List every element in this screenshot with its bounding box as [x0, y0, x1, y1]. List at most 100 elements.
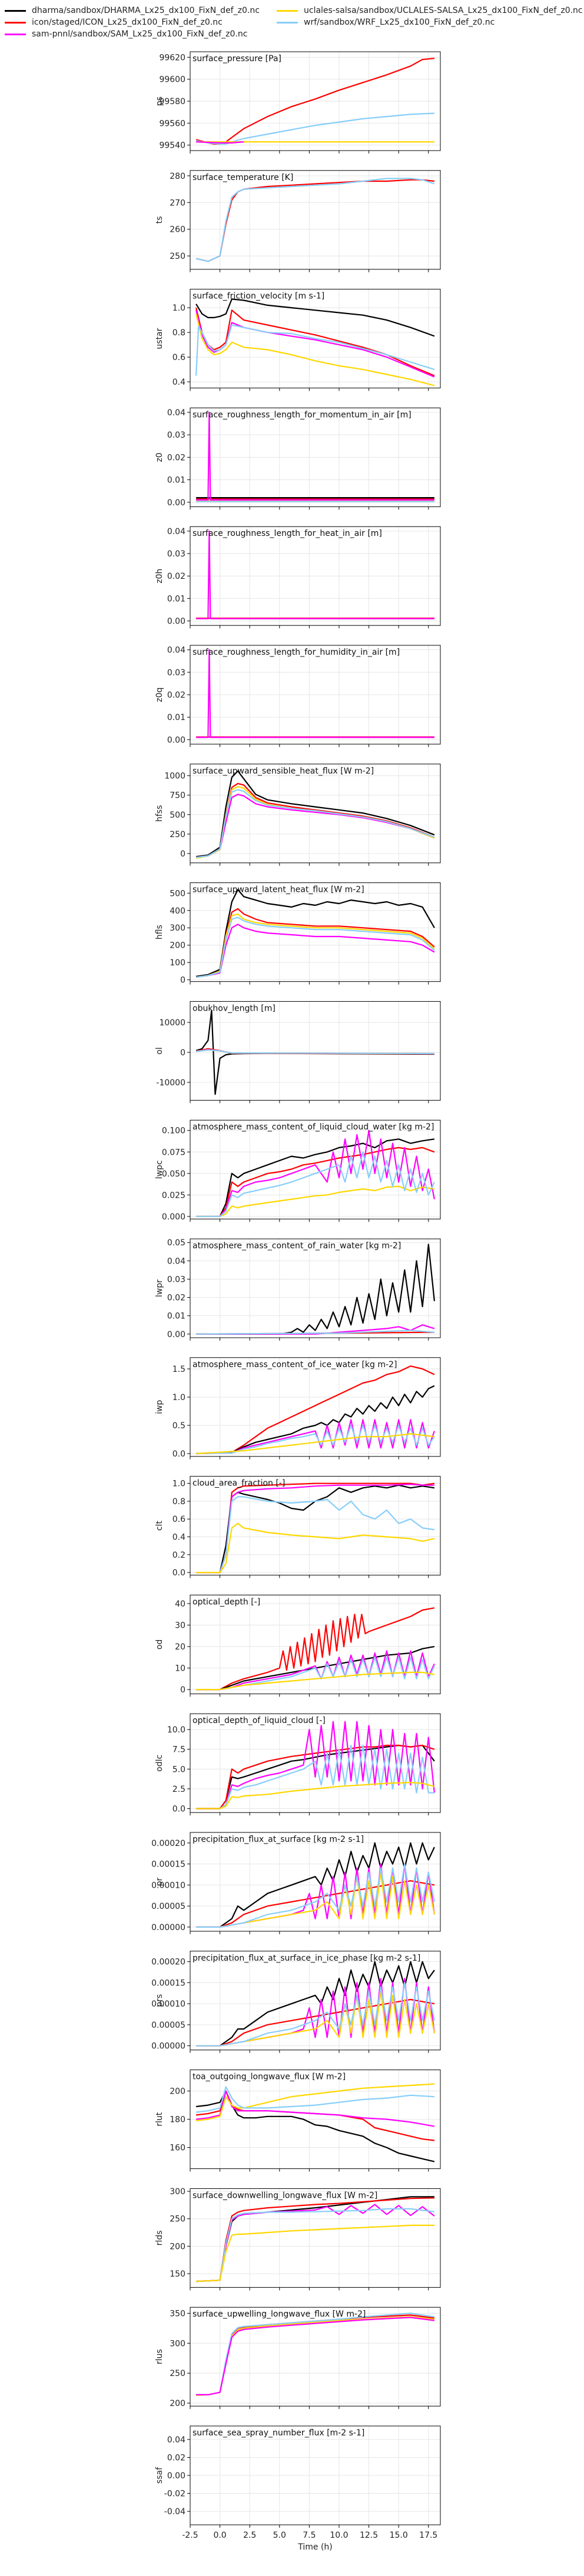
y-tick-label: 1.0 — [172, 1393, 185, 1402]
y-tick-label: 0.5 — [172, 1421, 185, 1431]
y-tick-label: 0.00005 — [151, 2021, 185, 2030]
legend-item-uclales: uclales-salsa/sandbox/UCLALES-SALSA_Lx25… — [277, 6, 583, 15]
x-tick-label: 12.5 — [360, 2531, 378, 2540]
y-tick-label: 350 — [170, 2309, 185, 2318]
chart-title: surface_sea_spray_number_flux [m-2 s-1] — [193, 2428, 364, 2438]
y-tick-label: 0.00020 — [151, 1958, 185, 1967]
plot-frame — [190, 882, 441, 982]
y-axis-label: rlds — [155, 2230, 164, 2245]
chart-title: cloud_area_fraction [-] — [193, 1479, 285, 1488]
y-tick-label: 0.0 — [172, 1804, 185, 1814]
legend-swatch — [277, 9, 298, 12]
y-tick-label: -0.02 — [164, 2490, 185, 2499]
chart-title: surface_friction_velocity [m s-1] — [193, 292, 324, 301]
y-tick-label: 0.02 — [167, 572, 185, 581]
y-tick-label: 200 — [170, 2242, 185, 2251]
x-tick-label: 0.0 — [213, 2531, 226, 2540]
chart-panel: 0.000 0.025 0.050 0.075 0.100 atmosphere_mass… — [155, 1119, 441, 1222]
legend-item-wrf: wrf/sandbox/WRF_Lx25_dx100_FixN_def_z0.n… — [277, 18, 495, 27]
y-tick-label: 99620 — [159, 53, 185, 62]
series-group — [196, 1842, 435, 1928]
chart-title: atmosphere_mass_content_of_liquid_cloud_… — [193, 1122, 434, 1132]
series-line-wrf — [195, 178, 435, 262]
legend-label: dharma/sandbox/DHARMA_Lx25_dx100_FixN_de… — [32, 6, 260, 15]
y-tick-label: 0.000 — [162, 1212, 185, 1222]
y-tick-label: 260 — [170, 225, 185, 235]
y-tick-label: 0.00020 — [151, 1839, 185, 1848]
series-line-sam — [196, 141, 244, 144]
y-axis-label: od — [155, 1639, 164, 1649]
chart-title: toa_outgoing_longwave_flux [W m-2] — [193, 2072, 346, 2082]
chart-panel: 150 200 250 300 surface_downwelling_longwave… — [155, 2187, 441, 2291]
series-group — [195, 178, 435, 262]
chart-title: surface_downwelling_longwave_flux [W m-2… — [193, 2191, 377, 2200]
series-group — [196, 1961, 435, 2047]
y-tick-label: 300 — [170, 2339, 185, 2348]
y-tick-label: 0.02 — [167, 691, 185, 700]
series-group — [196, 2312, 435, 2396]
y-tick-label: 0.025 — [162, 1191, 185, 1200]
y-tick-label: 300 — [170, 2187, 185, 2197]
chart-title: optical_depth [-] — [193, 1597, 260, 1607]
series-line-dharma — [195, 298, 435, 337]
plot-frame — [190, 764, 441, 864]
series-group — [195, 889, 435, 978]
chart-panel: -0.04 -0.02 0.00 0.02 0.04 surface_sea_spray_… — [155, 2425, 441, 2552]
series-line-sam — [196, 530, 434, 619]
y-tick-label: 0.6 — [172, 1515, 185, 1524]
plot-frame — [190, 1476, 441, 1576]
series-line-dharma — [195, 889, 435, 977]
legend-item-icon: icon/staged/ICON_Lx25_dx100_FixN_def_z0.… — [5, 18, 223, 27]
y-tick-label: 10.0 — [167, 1725, 185, 1735]
chart-panel: 0 100 200 300 400 500 surface_upward_latent_he… — [155, 882, 441, 985]
y-tick-label: 0.075 — [162, 1148, 185, 1157]
plot-frame — [190, 1238, 441, 1338]
y-tick-label: 500 — [170, 811, 185, 820]
plot-frame — [190, 1119, 441, 1219]
plot-frame — [190, 1713, 441, 1813]
legend-label: icon/staged/ICON_Lx25_dx100_FixN_def_z0.… — [32, 18, 223, 27]
chart-panel: -10000 0 10000 obukhov_length [m] ol — [155, 1001, 441, 1104]
y-tick-label: 0.04 — [167, 646, 185, 655]
y-tick-label: 99560 — [159, 119, 185, 128]
y-tick-label: 1.0 — [172, 1479, 185, 1489]
y-tick-label: 0 — [180, 1048, 185, 1058]
y-tick-label: 0.00 — [167, 735, 185, 745]
chart-title: optical_depth_of_liquid_cloud [-] — [193, 1716, 326, 1725]
y-tick-label: 40 — [175, 1599, 185, 1609]
y-tick-label: 0.03 — [167, 1275, 185, 1284]
y-tick-label: 0.00005 — [151, 1902, 185, 1911]
y-axis-label: lwpc — [155, 1160, 164, 1179]
series-line-uclales — [196, 1782, 435, 1809]
chart-panel: 0 250 500 750 1000 surface_upward_sensible_he… — [155, 764, 441, 866]
chart-title: surface_upward_sensible_heat_flux [W m-2… — [193, 767, 374, 776]
series-group — [196, 1129, 435, 1217]
y-tick-label: 0.00000 — [151, 1923, 185, 1932]
y-tick-label: 0.03 — [167, 431, 185, 440]
y-tick-label: 0.04 — [167, 1257, 185, 1266]
chart-panel: 200 250 300 350 surface_upwelling_longwave_f… — [155, 2307, 441, 2410]
y-tick-label: 0.01 — [167, 594, 185, 604]
series-line-uclales — [196, 1871, 435, 1928]
series-line-wrf — [196, 1424, 435, 1455]
y-tick-label: 0.00 — [167, 1330, 185, 1339]
chart-panel: 0.0 2.5 5.0 7.5 10.0 optical_depth_of_liquid_… — [155, 1713, 441, 1816]
legend-item-dharma: dharma/sandbox/DHARMA_Lx25_dx100_FixN_de… — [5, 6, 260, 15]
y-tick-label: 1000 — [164, 772, 185, 781]
y-tick-label: 0 — [180, 849, 185, 859]
y-tick-label: 0.00015 — [151, 1978, 185, 1988]
y-tick-label: 270 — [170, 198, 185, 208]
chart-panel: 250 260 270 280 surface_temperature [K] ts — [155, 170, 441, 272]
y-tick-label: 250 — [170, 2369, 185, 2378]
chart-panel: 99540 99560 99580 99600 99620 surface_pressur… — [155, 51, 441, 154]
y-tick-label: 0.100 — [162, 1127, 185, 1136]
y-tick-label: 0.050 — [162, 1169, 185, 1179]
y-axis-label: ps — [155, 96, 164, 106]
y-tick-label: 0.04 — [167, 2435, 185, 2445]
legend-label: uclales-salsa/sandbox/UCLALES-SALSA_Lx25… — [304, 6, 583, 15]
y-tick-label: 0 — [180, 1685, 185, 1695]
y-tick-label: 0 — [180, 976, 185, 985]
legend-swatch — [277, 21, 298, 24]
chart-title: surface_upwelling_longwave_flux [W m-2] — [193, 2310, 366, 2319]
series-line-wrf — [195, 789, 435, 858]
